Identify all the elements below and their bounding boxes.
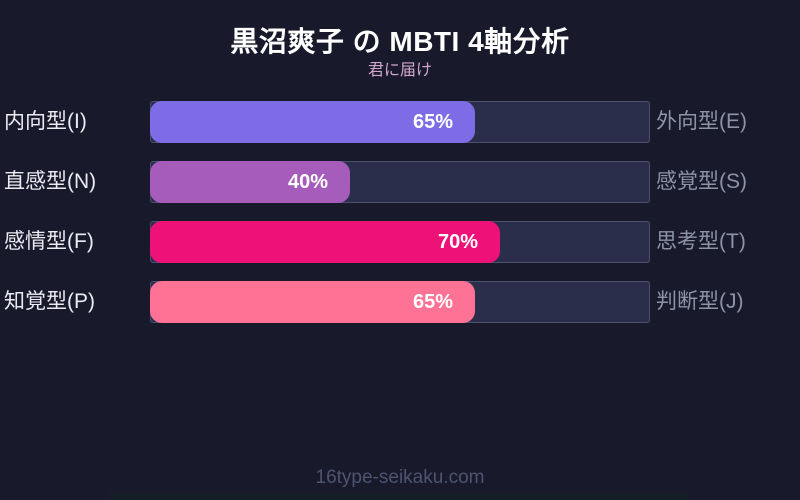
axis-row: 直感型(N) 40% 感覚型(S) <box>0 161 800 203</box>
axis-bar-fill: 65% <box>150 101 475 143</box>
mbti-axis-chart: 内向型(I) 65% 外向型(E) 直感型(N) 40% 感覚型(S) 感情型(… <box>0 101 800 341</box>
page-title: 黒沼爽子 の MBTI 4軸分析 <box>230 26 570 57</box>
axis-bar-value-label: 40% <box>287 170 328 193</box>
axis-bar-value-label: 70% <box>437 230 478 253</box>
axis-row: 内向型(I) 65% 外向型(E) <box>0 101 800 143</box>
axis-left-label: 知覚型(P) <box>4 290 95 313</box>
axis-row: 知覚型(P) 65% 判断型(J) <box>0 281 800 323</box>
axis-right-label: 感覚型(S) <box>656 170 747 193</box>
axis-right-label: 判断型(J) <box>656 290 744 313</box>
axis-row: 感情型(F) 70% 思考型(T) <box>0 221 800 263</box>
axis-right-label: 思考型(T) <box>656 230 746 253</box>
page-subtitle: 君に届け <box>367 62 432 79</box>
axis-left-label: 感情型(F) <box>4 230 94 253</box>
axis-right-label: 外向型(E) <box>656 110 747 133</box>
axis-bar-value-label: 65% <box>412 110 453 133</box>
axis-left-label: 内向型(I) <box>4 110 87 133</box>
watermark-text: 16type-seikaku.com <box>315 467 485 488</box>
axis-bar-fill: 40% <box>150 161 350 203</box>
axis-bar-fill: 70% <box>150 221 500 263</box>
axis-left-label: 直感型(N) <box>4 170 97 193</box>
axis-bar-fill: 65% <box>150 281 475 323</box>
axis-bar-value-label: 65% <box>412 290 453 313</box>
bottom-strip <box>110 493 688 500</box>
